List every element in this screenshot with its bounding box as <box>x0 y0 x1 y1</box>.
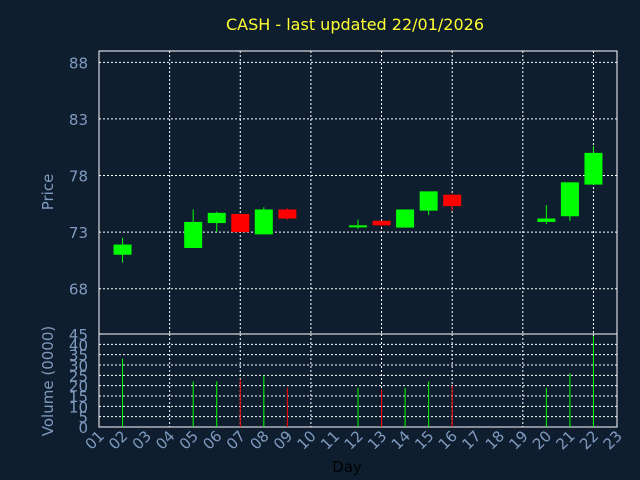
candle-body <box>231 214 250 233</box>
candle-body <box>537 218 556 222</box>
volume-tick-label: 5 <box>78 409 88 427</box>
candle <box>443 193 462 211</box>
price-panel: 88 83 78 73 68 Price <box>39 50 618 335</box>
price-tick-label: 78 <box>69 168 88 186</box>
candle <box>537 204 556 225</box>
volume-tick-label: 0 <box>78 419 88 437</box>
candle-body <box>278 209 297 219</box>
candle-body <box>584 152 603 185</box>
price-tick-label: 68 <box>69 281 88 299</box>
x-axis-ticks: 0102030405060708091011121314151617181920… <box>82 427 626 453</box>
volume-axis-label: Volume (0000) <box>39 326 57 436</box>
candle-body <box>396 209 415 228</box>
price-grid <box>98 51 617 334</box>
chart-title: CASH - last updated 22/01/2026 <box>226 15 484 34</box>
price-tick-label: 88 <box>69 54 88 72</box>
price-axis-label: Price <box>39 174 57 211</box>
candle-body <box>184 221 203 248</box>
candle <box>349 219 367 229</box>
candle-body <box>372 220 391 226</box>
candle <box>113 237 132 263</box>
candle-body <box>560 182 579 217</box>
candle <box>254 207 273 235</box>
candle <box>419 191 438 216</box>
volume-tick-label: 25 <box>69 367 88 385</box>
candle <box>231 214 250 233</box>
candle <box>560 182 579 221</box>
price-axis-ticks: 88 83 78 73 68 <box>69 54 88 298</box>
candle <box>278 208 297 220</box>
candle <box>396 209 415 228</box>
volume-tick-label: 45 <box>69 326 88 344</box>
candle <box>184 209 203 248</box>
candles <box>113 146 603 263</box>
volume-tick-label: 40 <box>69 336 88 354</box>
volume-tick-label: 20 <box>69 378 88 396</box>
candle-body <box>349 225 367 228</box>
price-tick-label: 83 <box>69 111 88 129</box>
volume-bars <box>122 336 594 427</box>
candle-body <box>254 209 273 235</box>
candle-body <box>443 194 462 207</box>
price-tick-label: 73 <box>69 224 88 242</box>
candle <box>372 220 391 227</box>
volume-tick-label: 35 <box>69 347 88 365</box>
candle <box>584 146 603 185</box>
candle-body <box>113 244 132 255</box>
x-axis-label: Day <box>332 458 362 476</box>
volume-tick-label: 30 <box>69 357 88 375</box>
candle-body <box>207 212 226 224</box>
candle-body <box>419 191 438 211</box>
volume-tick-label: 15 <box>69 388 88 406</box>
candle <box>207 211 226 233</box>
volume-tick-label: 10 <box>69 398 88 416</box>
